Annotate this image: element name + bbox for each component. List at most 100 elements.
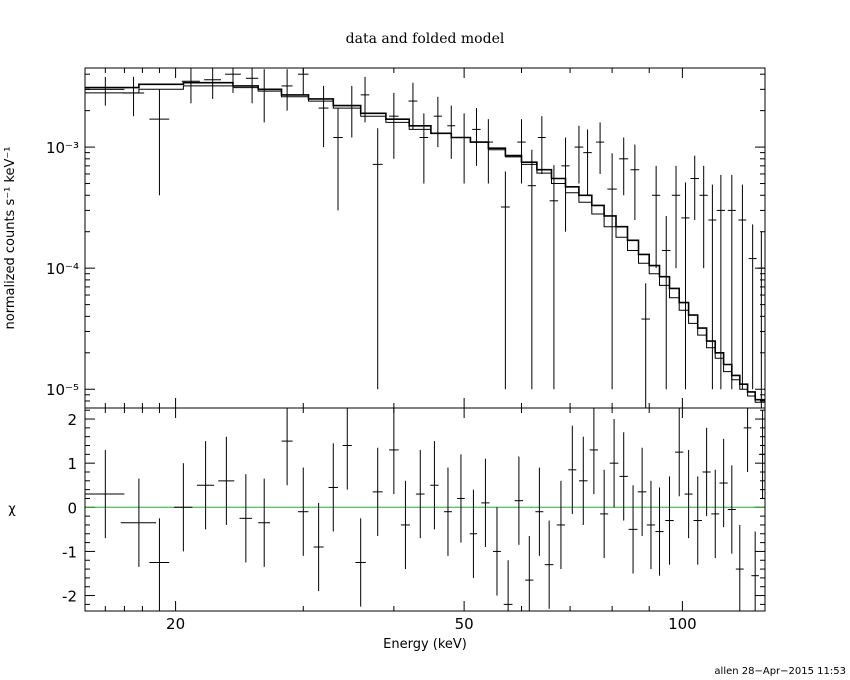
data-point: [204, 68, 221, 99]
residual-point: [313, 502, 324, 592]
residual-point: [400, 480, 410, 570]
residual-point: [355, 518, 366, 607]
bottom-panel-residuals: [84, 407, 766, 612]
bottom-panel-frame: [84, 407, 766, 612]
residual-point: [578, 436, 588, 525]
top-panel-axes: [85, 68, 765, 409]
chart-title: data and folded model: [346, 31, 505, 47]
residual-point: [619, 432, 628, 521]
data-point: [630, 144, 640, 220]
residual-point: [684, 449, 693, 539]
residual-point: [675, 408, 684, 497]
residual-point: [342, 408, 352, 490]
residual-point: [149, 518, 170, 607]
residual-point: [646, 480, 656, 570]
top-panel-data-points: [85, 68, 765, 408]
residual-point: [481, 458, 490, 548]
data-point: [122, 76, 145, 117]
data-point: [641, 283, 650, 408]
data-point: [574, 125, 584, 184]
data-point: [708, 184, 717, 390]
residual-point: [556, 480, 566, 570]
data-point: [661, 215, 671, 390]
y-tick-label-bottom: 0: [67, 499, 77, 517]
residual-point: [120, 478, 157, 567]
top-panel-spectrum: [84, 67, 766, 409]
x-tick-labels: 20 50 100: [166, 615, 697, 633]
data-point: [225, 68, 241, 93]
x-axis-label: Energy (keV): [383, 637, 467, 652]
residual-point: [372, 447, 383, 536]
residual-point: [655, 487, 664, 576]
data-point: [181, 68, 200, 104]
data-point: [738, 184, 747, 390]
data-point: [699, 165, 708, 269]
data-point: [408, 82, 418, 130]
data-point: [716, 174, 726, 390]
residual-point: [415, 449, 425, 539]
residual-point: [665, 476, 674, 565]
residual-point: [443, 467, 452, 556]
residual-point: [297, 467, 309, 556]
data-point: [389, 92, 399, 159]
x-tick-label: 50: [455, 615, 474, 633]
data-point: [671, 165, 681, 269]
data-point: [595, 122, 605, 174]
data-point: [318, 85, 329, 148]
y-tick-label-top: 10⁻⁵: [46, 381, 79, 399]
residual-point: [258, 478, 271, 567]
y-tick-label-bottom: -2: [62, 588, 77, 606]
residual-point: [693, 476, 702, 565]
residual-point: [196, 441, 215, 530]
data-point: [651, 165, 661, 269]
data-point: [85, 76, 125, 106]
data-point: [757, 231, 765, 408]
data-point: [419, 113, 429, 184]
y-axis-label-top: normalized counts s⁻¹ keV⁻¹: [3, 147, 18, 330]
data-point: [681, 182, 690, 390]
residual-point: [544, 520, 554, 609]
residual-point: [719, 438, 728, 528]
y-axis-label-bottom: χ: [8, 502, 16, 517]
data-point: [460, 113, 468, 184]
y-tick-label-bottom: -1: [62, 543, 77, 561]
residual-point: [239, 474, 253, 563]
data-point: [333, 108, 343, 211]
residual-point: [457, 454, 465, 543]
top-y-tick-labels: 10⁻⁵ 10⁻⁴ 10⁻³: [46, 139, 79, 399]
residual-point: [711, 469, 720, 559]
residual-point: [600, 469, 609, 559]
data-point: [727, 174, 736, 390]
data-point: [433, 96, 442, 148]
data-point: [360, 76, 370, 123]
residual-point: [589, 408, 599, 495]
footer-timestamp: allen 28−Apr−2015 11:53: [714, 666, 846, 677]
data-point: [259, 69, 269, 123]
bottom-panel-axes: [85, 408, 765, 611]
data-point: [690, 155, 699, 220]
residual-point: [637, 447, 647, 536]
residual-point: [389, 408, 399, 495]
top-panel-model-curves: [85, 81, 765, 403]
residual-point: [535, 467, 544, 556]
data-point: [483, 119, 493, 184]
residual-point: [492, 507, 501, 596]
data-point: [281, 69, 293, 111]
data-point: [149, 89, 170, 196]
data-point: [619, 137, 629, 196]
top-panel-frame: [84, 67, 766, 409]
x-tick-label: 20: [166, 615, 185, 633]
data-point: [372, 128, 383, 390]
residual-point: [735, 524, 744, 611]
data-point: [561, 137, 570, 232]
residual-point: [727, 465, 736, 554]
residual-point: [503, 560, 513, 611]
model-step-curve: [85, 85, 765, 403]
data-point: [245, 68, 259, 104]
residual-point: [328, 443, 339, 532]
residual-point: [218, 436, 235, 525]
y-tick-label-bottom: 2: [67, 411, 77, 429]
residual-point: [628, 485, 638, 574]
data-point: [447, 105, 456, 159]
